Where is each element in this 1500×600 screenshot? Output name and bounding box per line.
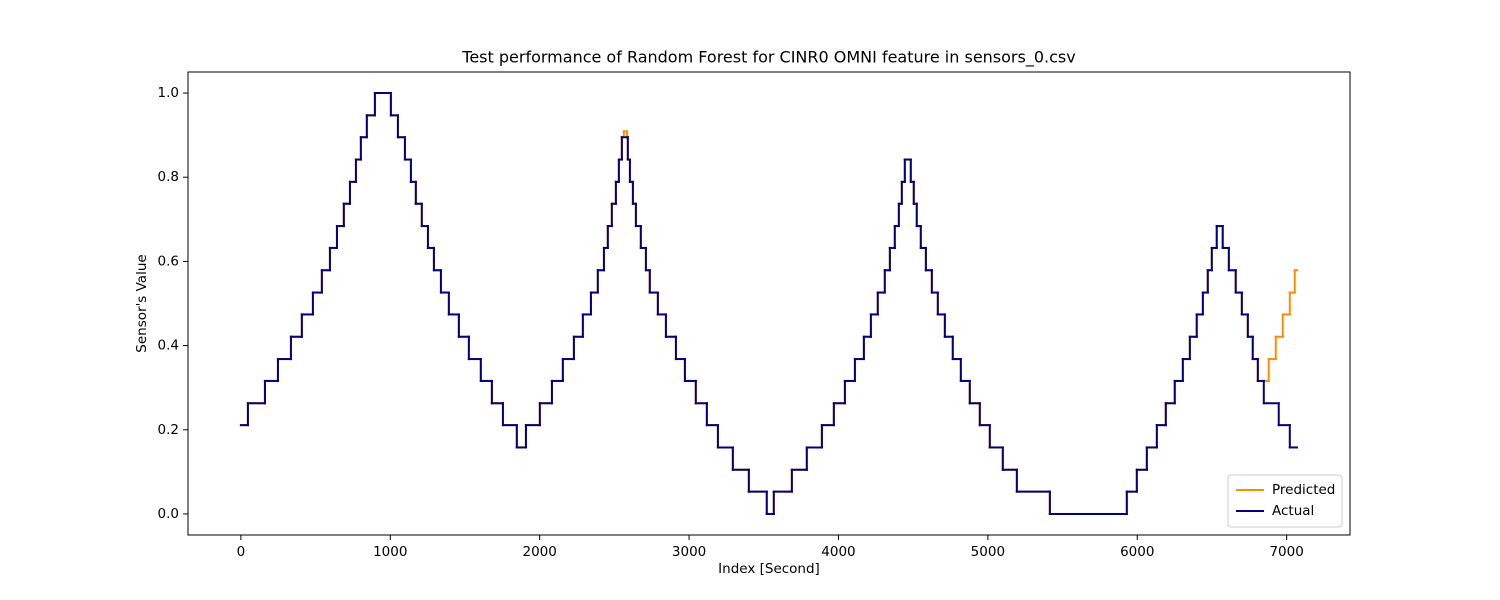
y-tick-label: 0.6	[158, 253, 179, 269]
x-axis-label: Index [Second]	[718, 561, 820, 577]
legend-box	[1227, 474, 1343, 528]
series-line	[239, 92, 1298, 515]
x-tick-label: 1000	[373, 544, 407, 560]
legend-label: Actual	[1272, 503, 1314, 519]
x-tick-label: 7000	[1269, 544, 1303, 560]
y-tick-label: 0.2	[158, 422, 179, 438]
chart-title: Test performance of Random Forest for CI…	[461, 48, 1075, 68]
y-tick-label: 0.4	[158, 338, 179, 354]
axes-frame	[187, 71, 1351, 536]
x-tick-label: 5000	[971, 544, 1005, 560]
x-tick-label: 4000	[821, 544, 855, 560]
x-tick-label: 6000	[1120, 544, 1154, 560]
y-tick-label: 1.0	[158, 85, 179, 101]
series-line	[239, 92, 1298, 515]
x-tick-label: 0	[237, 544, 246, 560]
y-axis-label: Sensor's Value	[134, 254, 150, 352]
x-tick-label: 3000	[672, 544, 706, 560]
legend-label: Predicted	[1272, 482, 1335, 498]
y-tick-label: 0.8	[158, 169, 179, 185]
y-tick-label: 0.0	[158, 506, 179, 522]
x-tick-label: 2000	[522, 544, 556, 560]
